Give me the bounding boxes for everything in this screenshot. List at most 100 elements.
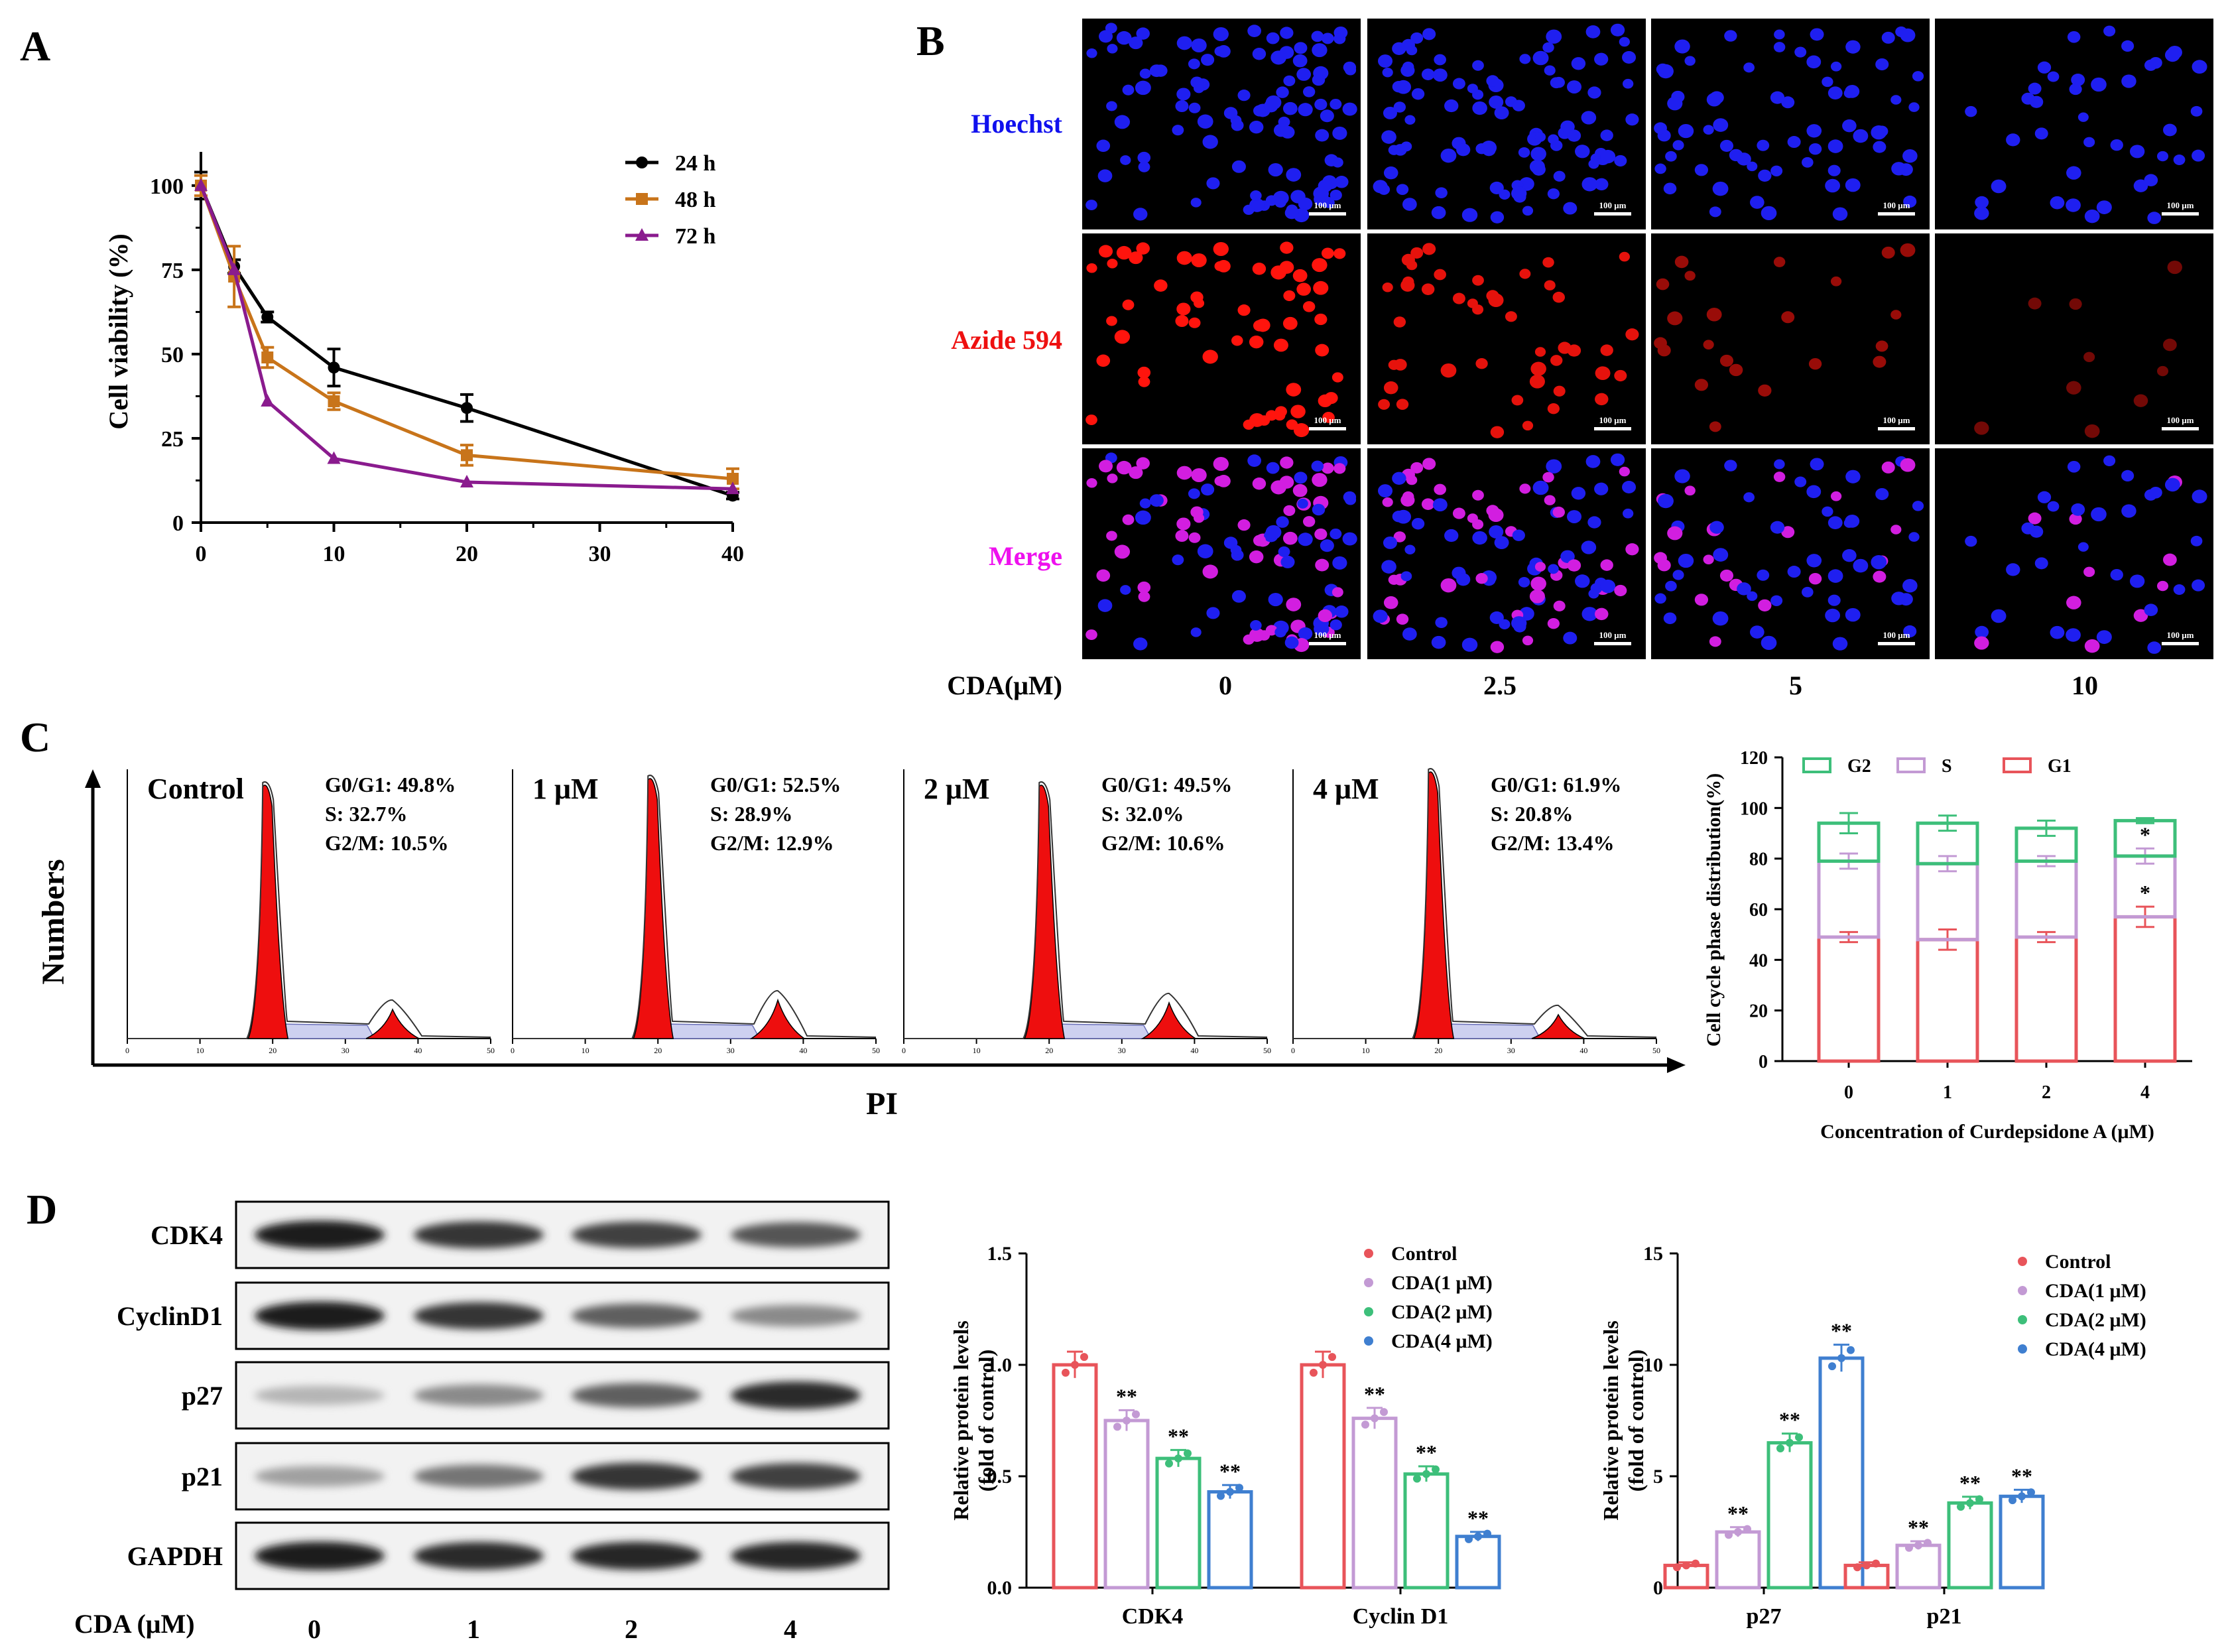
cell-nucleus — [1434, 54, 1446, 66]
cell-nucleus — [1667, 96, 1683, 111]
cell-nucleus — [1343, 491, 1357, 503]
cell-nucleus — [1808, 572, 1822, 585]
cell-nucleus — [1494, 536, 1509, 550]
cell-nucleus — [1231, 335, 1243, 346]
cell-nucleus — [1176, 251, 1192, 265]
cell-nucleus — [1331, 372, 1343, 383]
histogram-stat: S: 28.9% — [710, 802, 792, 826]
cell-nucleus — [1214, 476, 1226, 486]
histogram-g2-peak — [365, 1008, 420, 1039]
cell-nucleus — [1435, 187, 1448, 199]
scale-bar — [1878, 642, 1915, 645]
cell-nucleus — [1827, 139, 1843, 153]
stacked-bar-segment — [1916, 938, 1979, 1063]
panel-b-fluorescence-grid: Hoechst Azide 594 Merge 100 μm 100 μm 100 μm 1… — [947, 19, 2213, 700]
data-point — [726, 481, 739, 495]
histogram-tick-label: 10 — [1362, 1046, 1370, 1055]
cell-nucleus — [1137, 151, 1151, 164]
data-point — [261, 351, 274, 363]
cell-nucleus — [1421, 68, 1435, 80]
cell-nucleus — [1231, 590, 1246, 603]
cell-nucleus — [1619, 466, 1631, 477]
y-axis-label: Relative protein levels — [949, 1320, 973, 1521]
cell-nucleus — [2077, 112, 2089, 122]
data-point — [636, 157, 648, 168]
scale-bar — [1594, 642, 1631, 645]
cell-nucleus — [1830, 276, 1842, 286]
cell-nucleus — [1122, 299, 1135, 310]
cell-nucleus — [1265, 410, 1278, 421]
blot-label: p21 — [182, 1462, 223, 1492]
data-point — [1432, 1465, 1440, 1474]
cell-nucleus — [1278, 116, 1290, 127]
histogram-stat: G0/G1: 61.9% — [1491, 773, 1621, 796]
cell-nucleus — [1724, 30, 1737, 42]
cell-nucleus — [1313, 281, 1329, 295]
data-point — [1837, 1354, 1845, 1362]
bar — [1155, 1456, 1202, 1590]
cell-nucleus — [1552, 76, 1565, 88]
cell-nucleus — [1456, 573, 1471, 586]
x-arrow-head — [1667, 1057, 1686, 1073]
cell-nucleus — [1571, 487, 1586, 500]
cell-nucleus — [1086, 263, 1097, 273]
cell-nucleus — [1547, 618, 1560, 629]
cell-nucleus — [1530, 147, 1546, 161]
histogram-tick-label: 20 — [1434, 1046, 1442, 1055]
cell-nucleus — [1206, 177, 1220, 190]
legend-label: Control — [1391, 1243, 1457, 1265]
cell-nucleus — [1314, 98, 1328, 111]
cell-nucleus — [1625, 113, 1639, 126]
blot-label: CyclinD1 — [117, 1301, 223, 1331]
cell-nucleus — [1136, 27, 1150, 40]
cell-nucleus — [1709, 206, 1721, 218]
cell-nucleus — [1890, 95, 1902, 105]
cell-nucleus — [1382, 497, 1393, 507]
data-point — [1361, 1421, 1369, 1429]
cell-nucleus — [1172, 554, 1184, 566]
cell-nucleus — [1890, 525, 1902, 535]
cell-nucleus — [1404, 115, 1416, 125]
panel-label-b: B — [916, 17, 945, 64]
x-tick-label: p27 — [1747, 1604, 1782, 1629]
cell-nucleus — [1770, 595, 1783, 606]
cell-nucleus — [1332, 126, 1347, 140]
cell-nucleus — [1188, 317, 1201, 328]
data-point — [1914, 1541, 1922, 1550]
cell-nucleus — [1891, 592, 1906, 605]
histogram-tick-label: 30 — [1507, 1046, 1515, 1055]
cell-nucleus — [1667, 526, 1683, 540]
cell-nucleus — [1191, 468, 1207, 483]
protein-band — [731, 1463, 861, 1490]
cell-nucleus — [1400, 64, 1415, 77]
data-point — [1465, 1535, 1473, 1543]
cell-nucleus — [1674, 255, 1689, 269]
cell-nucleus — [1770, 165, 1783, 176]
cell-nucleus — [2077, 542, 2089, 552]
cell-nucleus — [1600, 344, 1613, 356]
cell-nucleus — [1709, 91, 1724, 104]
cell-nucleus — [1298, 533, 1313, 546]
cell-nucleus — [1253, 320, 1267, 332]
cell-nucleus — [1406, 475, 1418, 485]
y-axis-label-line2: (fold of control) — [1624, 1350, 1648, 1492]
cell-nucleus — [1853, 129, 1869, 143]
cell-nucleus — [1567, 344, 1581, 357]
cell-nucleus — [1581, 111, 1597, 125]
micrograph-tile — [1935, 233, 2213, 444]
cell-nucleus — [1294, 472, 1308, 484]
cell-nucleus — [2192, 579, 2205, 592]
protein-band — [731, 1381, 861, 1409]
cell-nucleus — [1330, 98, 1342, 110]
cell-nucleus — [1149, 494, 1164, 507]
x-axis-label: PI — [866, 1086, 898, 1121]
scale-bar — [1878, 212, 1915, 216]
cell-nucleus — [1665, 151, 1677, 162]
bar — [1715, 1530, 1761, 1590]
cell-nucleus — [1383, 536, 1398, 549]
cell-nucleus — [1315, 129, 1330, 142]
cell-nucleus — [1137, 581, 1151, 594]
cell-nucleus — [1529, 589, 1545, 604]
cell-nucleus — [1757, 139, 1770, 151]
cell-nucleus — [1758, 384, 1772, 397]
